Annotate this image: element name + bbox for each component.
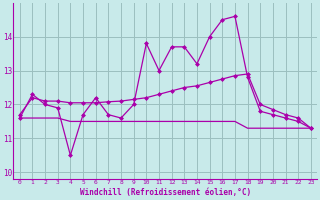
X-axis label: Windchill (Refroidissement éolien,°C): Windchill (Refroidissement éolien,°C)	[80, 188, 251, 197]
